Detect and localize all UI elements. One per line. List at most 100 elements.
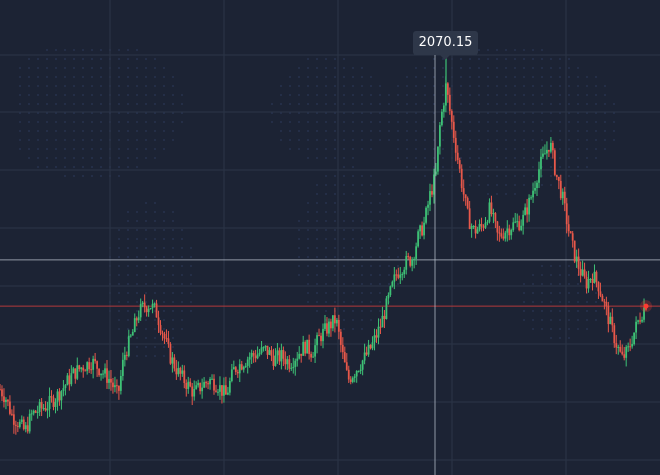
candle-body xyxy=(466,198,469,209)
map-dot xyxy=(468,129,472,133)
candle-body xyxy=(435,171,437,175)
candle-body xyxy=(84,370,87,372)
candle-body xyxy=(123,354,126,360)
map-dot xyxy=(495,174,499,178)
map-dot xyxy=(567,102,571,106)
candle-body xyxy=(627,346,630,348)
map-dot xyxy=(378,291,382,295)
map-dot xyxy=(126,264,130,268)
map-dot xyxy=(396,138,400,142)
map-dot xyxy=(297,273,301,277)
candle-body xyxy=(504,232,507,239)
map-dot xyxy=(171,84,175,88)
map-dot xyxy=(387,282,391,286)
candle-body xyxy=(278,350,281,362)
map-dot xyxy=(315,84,319,88)
map-dot xyxy=(549,66,553,70)
map-dot xyxy=(414,156,418,160)
map-dot xyxy=(18,138,22,142)
map-dot xyxy=(486,48,490,52)
map-dot xyxy=(126,102,130,106)
map-dot xyxy=(63,138,67,142)
map-dot xyxy=(513,174,517,178)
map-dot xyxy=(342,183,346,187)
candle-body xyxy=(534,188,536,191)
map-dot xyxy=(477,75,481,79)
map-dot xyxy=(135,255,139,259)
map-dot xyxy=(495,102,499,106)
candle-body xyxy=(605,301,608,307)
map-dot xyxy=(549,282,553,286)
candle-body xyxy=(145,307,148,313)
map-dot xyxy=(558,336,562,340)
map-dot xyxy=(45,120,49,124)
map-dot xyxy=(333,156,337,160)
map-dot xyxy=(567,57,571,61)
candle-body xyxy=(223,385,225,396)
map-dot xyxy=(27,66,31,70)
map-dot xyxy=(180,120,184,124)
candle-body xyxy=(532,190,534,198)
map-dot xyxy=(171,336,175,340)
candle-body xyxy=(349,379,352,382)
candle-body xyxy=(185,382,188,389)
map-dot xyxy=(396,129,400,133)
candle-body xyxy=(9,401,11,414)
map-dot xyxy=(558,309,562,313)
map-dot xyxy=(360,318,364,322)
candle-body xyxy=(40,402,43,409)
map-dot xyxy=(387,264,391,268)
map-dot xyxy=(45,75,49,79)
map-dot xyxy=(171,210,175,214)
candle-body xyxy=(3,396,5,403)
map-dot xyxy=(333,84,337,88)
map-dot xyxy=(405,138,409,142)
map-dot xyxy=(144,120,148,124)
map-dot xyxy=(126,138,130,142)
candle-body xyxy=(60,390,63,401)
map-dot xyxy=(522,48,526,52)
map-dot xyxy=(18,129,22,133)
candle-body xyxy=(563,191,566,204)
map-dot xyxy=(63,57,67,61)
candle-body xyxy=(205,382,207,384)
candle-body xyxy=(24,425,27,430)
candle-body xyxy=(189,381,192,387)
candle-body xyxy=(280,350,283,362)
candle-body xyxy=(403,269,406,275)
candle-body xyxy=(268,350,271,355)
map-dot xyxy=(153,129,157,133)
candle-body xyxy=(528,197,530,215)
map-dot xyxy=(549,120,553,124)
map-dot xyxy=(45,102,49,106)
map-dot xyxy=(540,102,544,106)
map-dot xyxy=(504,138,508,142)
map-dot xyxy=(162,237,166,241)
map-dot xyxy=(333,174,337,178)
map-dot xyxy=(144,300,148,304)
candle-body xyxy=(38,402,41,412)
map-dot xyxy=(315,264,319,268)
map-dot xyxy=(369,129,373,133)
map-dot xyxy=(531,174,535,178)
map-dot xyxy=(360,246,364,250)
map-dot xyxy=(324,93,328,97)
map-dot xyxy=(153,345,157,349)
map-dot xyxy=(360,264,364,268)
map-dot xyxy=(135,309,139,313)
candle-body xyxy=(296,358,299,361)
map-dot xyxy=(522,165,526,169)
candle-body xyxy=(345,362,348,370)
map-dot xyxy=(594,75,598,79)
map-dot xyxy=(126,246,130,250)
map-dot xyxy=(576,156,580,160)
map-dot xyxy=(99,48,103,52)
map-dot xyxy=(63,174,67,178)
map-dot xyxy=(486,147,490,151)
candle-body xyxy=(240,364,243,370)
map-dot xyxy=(117,282,121,286)
map-dot xyxy=(549,129,553,133)
map-dot xyxy=(351,93,355,97)
